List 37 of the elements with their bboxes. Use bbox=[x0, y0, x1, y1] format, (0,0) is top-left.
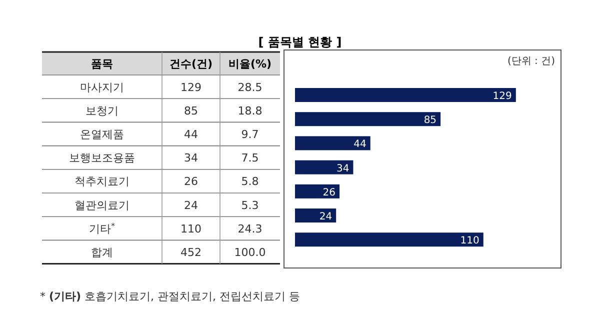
text: 건수(건) bbox=[169, 58, 213, 70]
data-label: 110 bbox=[180, 222, 202, 236]
y-tick-label: 보청기 bbox=[86, 104, 118, 118]
text: 5.8 bbox=[241, 175, 259, 188]
annotation: 34 bbox=[336, 163, 350, 174]
text: 452 bbox=[180, 246, 202, 259]
y-tick-label: 온열제품 bbox=[80, 128, 124, 141]
y-tick-label: 마사지기 bbox=[80, 80, 124, 94]
text: 합계 bbox=[91, 246, 113, 259]
annotation: 24 bbox=[319, 212, 332, 222]
data-label: 44 bbox=[184, 128, 198, 141]
annotation: 44 bbox=[354, 139, 366, 150]
data-label: 24 bbox=[184, 198, 198, 212]
data-label: 26 bbox=[184, 175, 198, 188]
text: (단위 : 건) bbox=[507, 56, 556, 67]
text: 28.5 bbox=[238, 80, 262, 94]
chart-title: [ 품목별 현황 ] bbox=[258, 35, 342, 49]
text: 100.0 bbox=[234, 246, 266, 259]
annotation: 26 bbox=[322, 187, 336, 198]
annotation: 85 bbox=[424, 115, 437, 126]
text: 5.3 bbox=[241, 198, 259, 212]
y-tick-label: 척추치료기 bbox=[74, 175, 130, 188]
text: 18.8 bbox=[238, 104, 262, 118]
text: 비율(%) bbox=[228, 58, 272, 70]
data-label: 129 bbox=[180, 80, 202, 94]
text: 7.5 bbox=[241, 152, 259, 165]
text: 9.7 bbox=[241, 128, 259, 141]
data-label: 34 bbox=[184, 152, 198, 165]
y-tick-label: 기타$^{*}$ bbox=[89, 220, 116, 236]
text: *(기타) 호흡기치료기, 관절치료기, 전립선치료기 등 bbox=[40, 290, 300, 303]
y-tick-label: 혈관의료기 bbox=[74, 198, 130, 212]
annotation: 110 bbox=[460, 236, 480, 247]
text: 24.3 bbox=[238, 222, 262, 236]
y-axis-title: 품목 bbox=[91, 58, 113, 70]
data-label: 85 bbox=[184, 104, 198, 118]
y-tick-label: 보행보조용품 bbox=[69, 152, 135, 165]
annotation: 129 bbox=[492, 91, 512, 102]
